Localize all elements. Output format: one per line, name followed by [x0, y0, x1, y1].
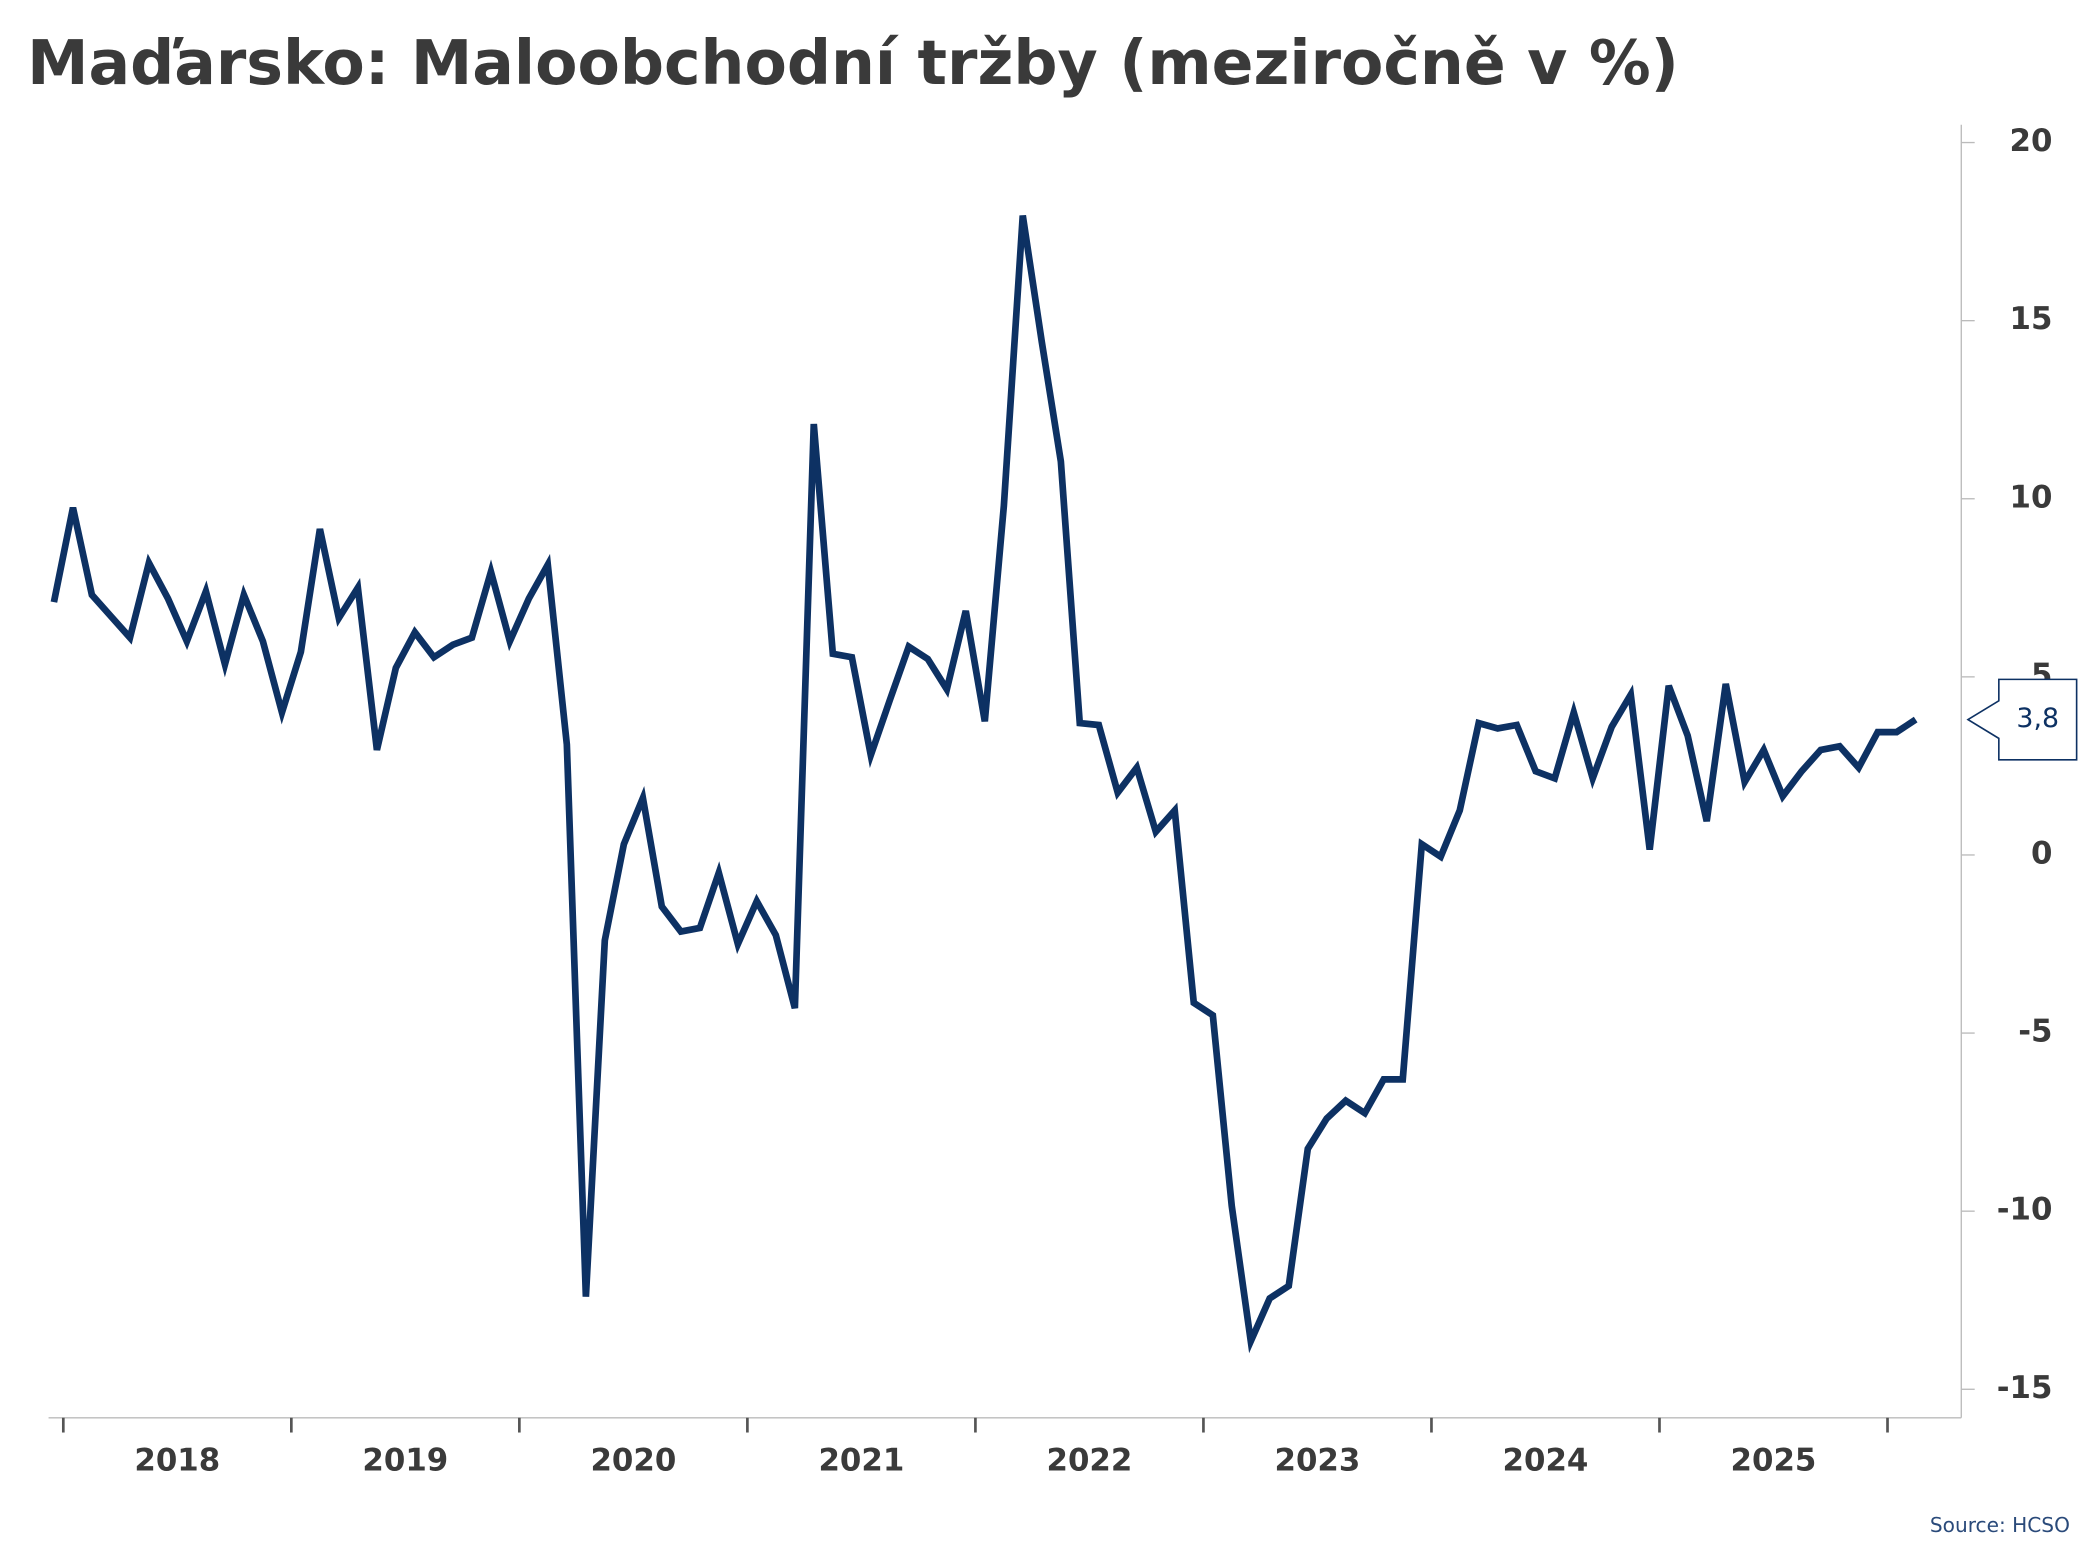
- chart-title: Maďarsko: Maloobchodní tržby (meziročně …: [27, 27, 1679, 99]
- x-tick-label: 2019: [362, 1443, 448, 1479]
- x-tick-label: 2022: [1046, 1443, 1132, 1479]
- y-tick-label: 0: [2031, 835, 2052, 871]
- x-tick-label: 2020: [590, 1443, 676, 1479]
- value-label: 3,8: [2016, 703, 2059, 734]
- data-line: [50, 215, 1918, 1354]
- x-tick-label: 2024: [1503, 1443, 1589, 1479]
- x-tick-label: 2021: [818, 1443, 904, 1479]
- value-callout: [1966, 678, 2078, 761]
- y-tick-label: 15: [2010, 301, 2053, 337]
- x-tick-label: 2023: [1275, 1443, 1361, 1479]
- x-tick-label: 2025: [1731, 1443, 1817, 1479]
- source: Source: HCSO: [1930, 1513, 2070, 1537]
- x-tick-label: 2018: [134, 1443, 220, 1479]
- y-tick-label: -10: [1997, 1192, 2053, 1228]
- y-tick-label: -15: [1997, 1370, 2053, 1406]
- y-tick-label: -5: [2018, 1014, 2052, 1050]
- y-tick-label: 20: [2010, 123, 2053, 159]
- y-tick-label: 10: [2010, 479, 2053, 515]
